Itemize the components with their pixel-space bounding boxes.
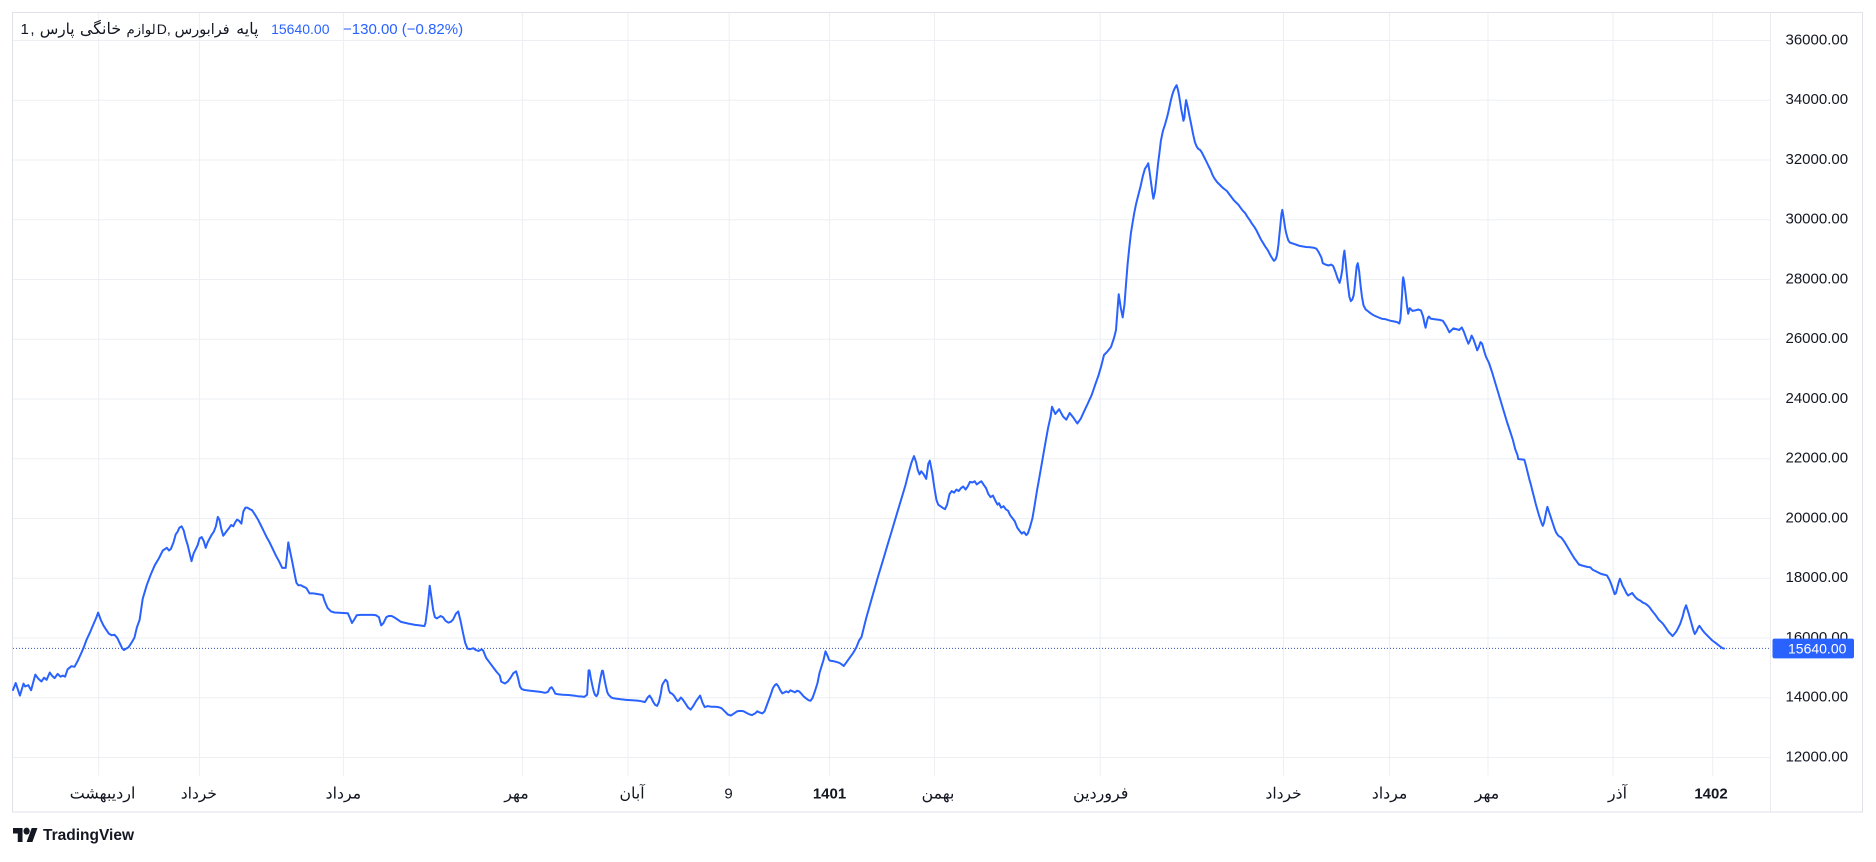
svg-text:36000.00: 36000.00	[1786, 31, 1849, 48]
svg-text:9: 9	[724, 786, 732, 803]
svg-text:D,: D,	[157, 21, 171, 37]
svg-text:12000.00: 12000.00	[1786, 748, 1849, 765]
svg-text:15640.00: 15640.00	[271, 21, 330, 37]
svg-text:34000.00: 34000.00	[1786, 91, 1849, 108]
svg-text:20000.00: 20000.00	[1786, 509, 1849, 526]
svg-text:1401: 1401	[813, 786, 846, 803]
svg-text:TradingView: TradingView	[43, 827, 135, 844]
svg-text:24000.00: 24000.00	[1786, 390, 1849, 407]
svg-text:18000.00: 18000.00	[1786, 569, 1849, 586]
svg-text:28000.00: 28000.00	[1786, 270, 1849, 287]
svg-text:1402: 1402	[1694, 786, 1727, 803]
svg-text:32000.00: 32000.00	[1786, 151, 1849, 168]
svg-text:1,: 1,	[21, 21, 37, 38]
svg-text:15640.00: 15640.00	[1788, 641, 1847, 657]
svg-text:26000.00: 26000.00	[1786, 330, 1849, 347]
svg-text:14000.00: 14000.00	[1786, 689, 1849, 706]
svg-text:22000.00: 22000.00	[1786, 450, 1849, 467]
svg-text:−130.00 (−0.82%): −130.00 (−0.82%)	[343, 21, 463, 38]
svg-text:30000.00: 30000.00	[1786, 211, 1849, 228]
